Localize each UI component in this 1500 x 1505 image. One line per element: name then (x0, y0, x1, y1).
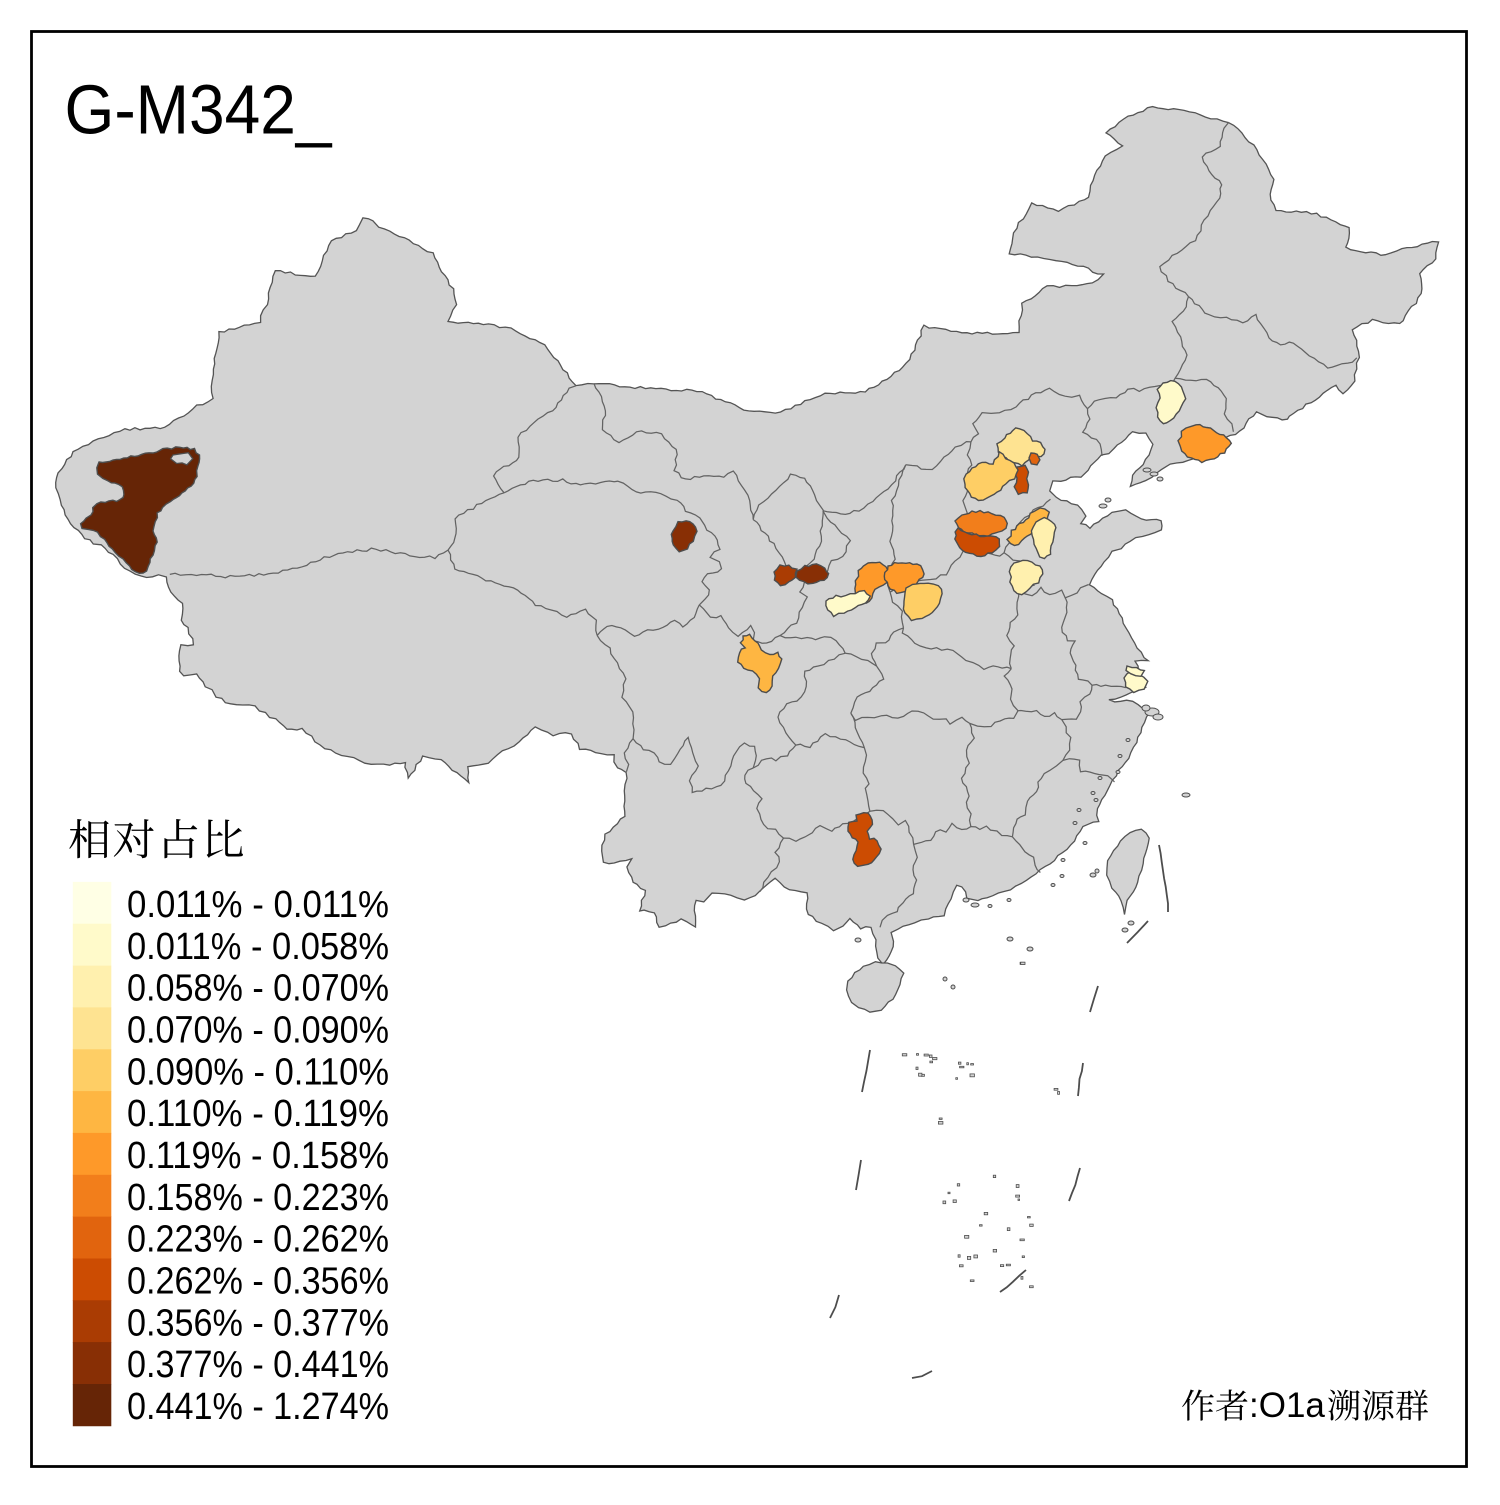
svg-text:0.441% - 1.274%: 0.441% - 1.274% (127, 1386, 389, 1428)
svg-text:0.262% - 0.356%: 0.262% - 0.356% (127, 1261, 389, 1303)
svg-text:0.119% - 0.158%: 0.119% - 0.158% (127, 1135, 389, 1177)
svg-text:0.377% - 0.441%: 0.377% - 0.441% (127, 1344, 389, 1386)
svg-text::O1a: :O1a (1249, 1386, 1325, 1425)
svg-text:0.110% - 0.119%: 0.110% - 0.119% (127, 1093, 389, 1135)
svg-text:0.090% - 0.110%: 0.090% - 0.110% (127, 1051, 389, 1093)
svg-text:0.223% - 0.262%: 0.223% - 0.262% (127, 1219, 389, 1261)
svg-text:0.058% - 0.070%: 0.058% - 0.070% (127, 968, 389, 1010)
svg-text:G-M342_: G-M342_ (65, 71, 333, 149)
svg-text:0.011% - 0.058%: 0.011% - 0.058% (127, 926, 389, 968)
svg-text:0.011% - 0.011%: 0.011% - 0.011% (127, 884, 389, 926)
svg-text:0.070% - 0.090%: 0.070% - 0.090% (127, 1009, 389, 1051)
svg-text:0.356% - 0.377%: 0.356% - 0.377% (127, 1302, 389, 1344)
svg-text:0.158% - 0.223%: 0.158% - 0.223% (127, 1177, 389, 1219)
